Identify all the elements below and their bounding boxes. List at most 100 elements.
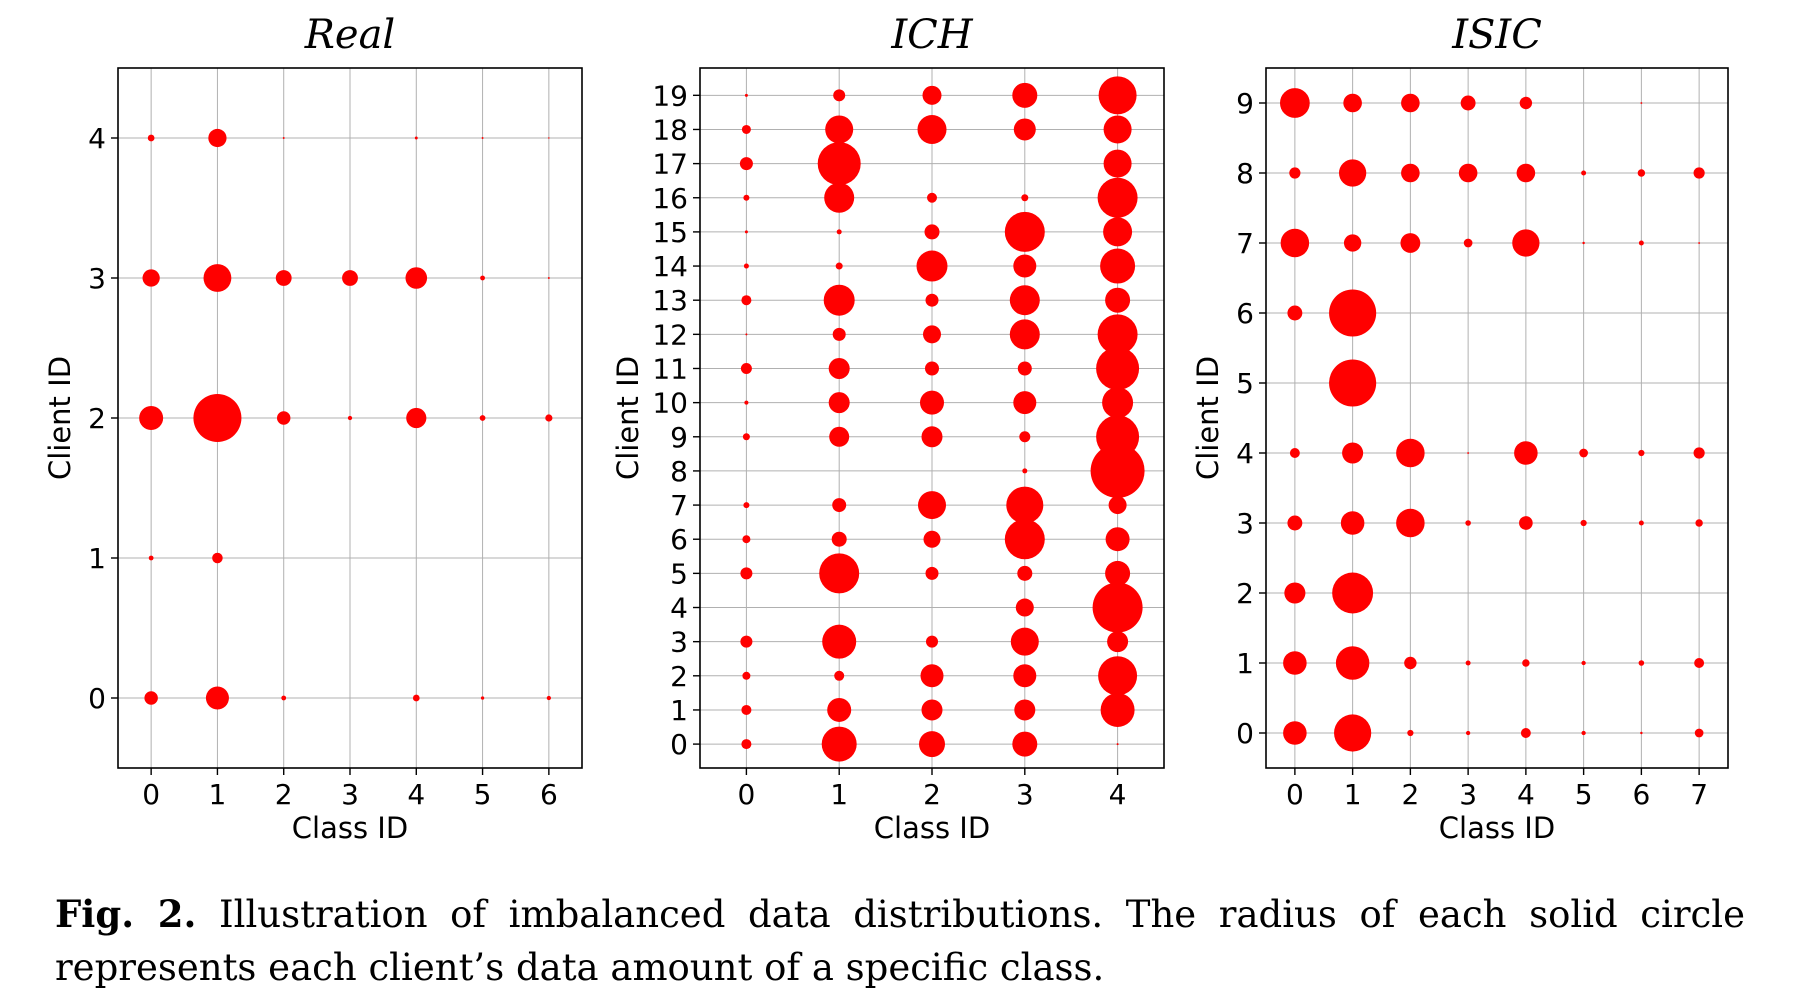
data-point (827, 697, 852, 722)
y-tick-label: 4 (670, 592, 688, 625)
data-point (821, 726, 857, 762)
x-tick-label: 2 (1401, 778, 1419, 811)
data-point (281, 695, 287, 701)
x-tick-label: 6 (540, 778, 558, 811)
data-point (923, 530, 941, 548)
data-point (480, 696, 485, 700)
data-point (917, 114, 947, 144)
x-tick-label: 4 (1109, 778, 1127, 811)
data-point (1103, 149, 1132, 178)
y-axis-label: Client ID (1191, 356, 1225, 480)
data-point (547, 277, 550, 279)
data-point (1520, 728, 1531, 738)
data-point (1329, 289, 1377, 337)
data-point (1108, 496, 1127, 515)
data-point (920, 390, 944, 415)
data-point (148, 555, 154, 561)
data-point (1116, 743, 1119, 746)
y-tick-label: 1 (670, 694, 688, 727)
data-point (203, 264, 232, 292)
y-tick-label: 8 (670, 455, 688, 488)
data-point (1342, 442, 1364, 464)
data-point (1100, 692, 1135, 727)
data-point (1519, 516, 1533, 530)
data-point (1581, 170, 1587, 176)
data-point (481, 137, 484, 139)
data-point (1512, 229, 1540, 257)
data-point (1516, 163, 1536, 183)
data-point (1105, 560, 1131, 586)
data-point (1460, 95, 1476, 111)
x-tick-label: 4 (407, 778, 425, 811)
data-point (1401, 163, 1420, 183)
data-point (1693, 447, 1705, 459)
data-point (1289, 448, 1300, 458)
data-point (739, 157, 753, 171)
data-point (741, 124, 751, 134)
data-point (1695, 519, 1703, 527)
data-point (832, 327, 846, 341)
data-point (1103, 217, 1133, 247)
data-point (740, 567, 753, 580)
data-point (144, 691, 158, 705)
data-point (1332, 572, 1374, 614)
data-point (1404, 656, 1417, 670)
figure: 0 1 2 3 4 5 6 0 1 2 3 4 Real Class ID Client ID 0 1 2 3 4 0 1… (43, 12, 1729, 845)
data-point (1097, 314, 1138, 355)
data-point (1105, 287, 1131, 313)
data-point (1012, 731, 1038, 757)
x-axis-label: Class ID (292, 811, 408, 845)
data-point (1283, 651, 1307, 675)
data-point (743, 263, 749, 269)
y-tick-label: 3 (88, 262, 106, 295)
data-point (741, 739, 752, 750)
x-tick-label: 0 (737, 778, 755, 811)
data-point (1581, 660, 1586, 666)
y-tick-label: 2 (670, 660, 688, 693)
data-point (212, 552, 223, 564)
data-point (1098, 76, 1137, 115)
data-point (1343, 93, 1362, 113)
data-point (1017, 361, 1032, 376)
data-point (1458, 163, 1478, 183)
data-point (1638, 520, 1644, 526)
data-point (1640, 731, 1643, 735)
y-tick-label: 4 (88, 122, 106, 155)
data-point (1014, 699, 1036, 721)
x-tick-label: 5 (1575, 778, 1593, 811)
data-point (925, 361, 939, 376)
data-point (1401, 93, 1420, 113)
data-point (1396, 508, 1425, 538)
data-point (1463, 238, 1473, 248)
data-point (1105, 527, 1130, 552)
data-point (740, 362, 752, 374)
data-point (193, 394, 242, 442)
data-point (744, 93, 748, 97)
data-point (1579, 448, 1588, 458)
data-point (414, 136, 418, 140)
data-point (1638, 240, 1644, 246)
data-point (1338, 159, 1367, 187)
x-tick-label: 3 (341, 778, 359, 811)
data-point (347, 415, 353, 421)
x-tick-label: 6 (1632, 778, 1650, 811)
caption-label: Fig. 2. (55, 892, 197, 936)
data-point (817, 142, 861, 186)
data-point (1019, 431, 1031, 443)
data-point (1287, 305, 1303, 321)
data-point (1012, 82, 1038, 108)
data-point (741, 295, 752, 306)
data-point (1090, 443, 1145, 498)
y-tick-label: 16 (652, 182, 688, 215)
chart-title: Real (304, 12, 395, 58)
data-point (1013, 664, 1037, 688)
data-point (1519, 96, 1533, 110)
x-tick-label: 3 (1016, 778, 1034, 811)
y-tick-label: 5 (1236, 367, 1254, 400)
data-point (276, 411, 291, 425)
data-point (1340, 511, 1365, 535)
y-tick-label: 7 (670, 489, 688, 522)
y-tick-label: 1 (88, 542, 106, 575)
data-point (923, 325, 941, 344)
data-point (412, 694, 420, 702)
